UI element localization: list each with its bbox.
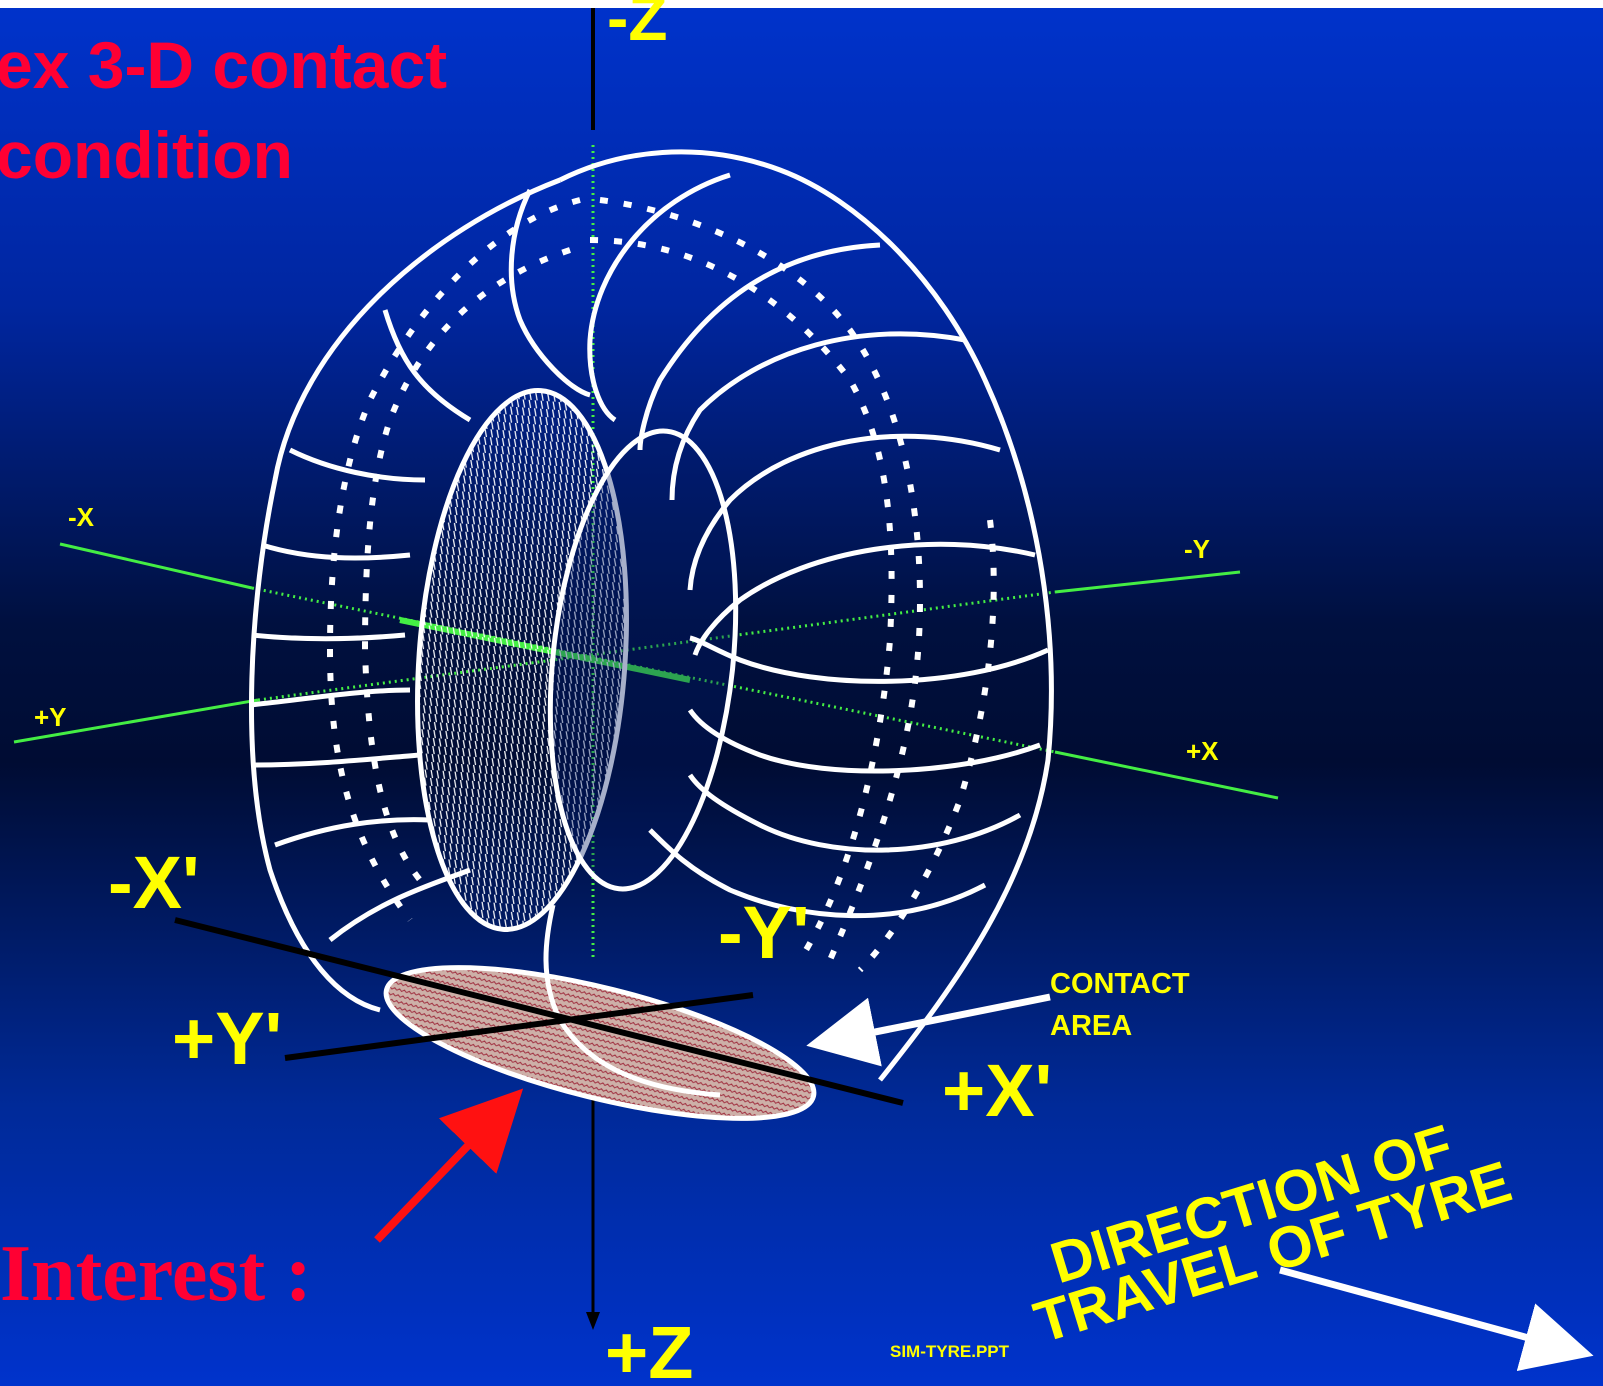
- neg-x-label: -X: [68, 502, 95, 532]
- y-axis-right: [1054, 570, 1241, 594]
- y-prime-axis: [284, 992, 754, 1061]
- footer-filename: SIM-TYRE.PPT: [890, 1342, 1010, 1361]
- pos-y-prime-label: +Y': [172, 997, 282, 1080]
- tyre-outer: [249, 149, 1054, 1082]
- title-line-2: condition: [0, 118, 293, 192]
- tyre-ribs-right: [587, 172, 1050, 919]
- x-prime-axis: [174, 917, 904, 1106]
- pos-x-prime-label: +X': [942, 1049, 1052, 1132]
- interest-label: Interest :: [0, 1230, 312, 1318]
- tyre-hub-back: [415, 388, 629, 932]
- y-axis-inner: [257, 590, 1056, 702]
- top-border: [0, 0, 1603, 8]
- contact-area-arrow: [806, 993, 1051, 1067]
- direction-arrow: [1279, 1266, 1594, 1371]
- tyre-center-line-lower: [543, 904, 721, 1098]
- tyre-ribs-left: [249, 188, 591, 942]
- neg-z-label: -Z: [607, 0, 667, 54]
- neg-y-prime-label: -Y': [718, 891, 810, 974]
- title-line-1: ex 3-D contact: [0, 28, 447, 102]
- contact-area-line-2: AREA: [1050, 1010, 1132, 1042]
- y-axis-left: [13, 698, 259, 744]
- z-axis-arrowhead: [586, 1312, 600, 1330]
- x-axis-right: [1054, 750, 1279, 800]
- neg-x-prime-label: -X': [108, 841, 200, 924]
- interest-arrow: [374, 1088, 524, 1243]
- pos-z-label: +Z: [605, 1311, 693, 1386]
- tyre-hub-front: [547, 428, 739, 892]
- contact-patch: [383, 965, 817, 1121]
- tyre-hidden-edges: [326, 197, 997, 973]
- pos-x-label: +X: [1186, 736, 1219, 766]
- neg-y-label: -Y: [1184, 534, 1210, 564]
- pos-y-label: +Y: [34, 702, 67, 732]
- contact-area-line-1: CONTACT: [1050, 968, 1190, 1000]
- x-axis-left: [59, 542, 253, 590]
